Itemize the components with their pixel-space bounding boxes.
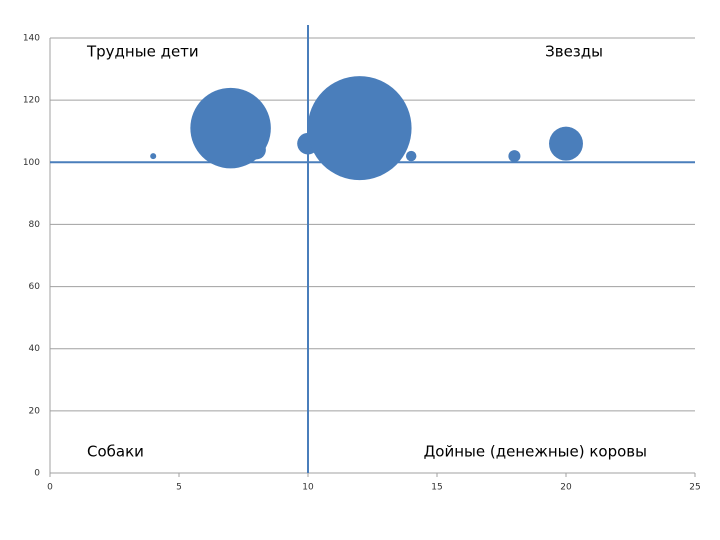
y-tick-label: 60 [29, 282, 41, 292]
y-tick-label: 0 [34, 469, 40, 479]
quadrant-label: Собаки [87, 443, 144, 461]
x-tick-label: 20 [560, 483, 572, 493]
quadrant-label: Трудные дети [86, 43, 199, 61]
y-tick-label: 20 [29, 406, 41, 416]
bubble [246, 140, 266, 160]
bubble [150, 153, 157, 160]
bubble [549, 126, 583, 161]
y-tick-label: 120 [23, 96, 40, 106]
bubble [307, 76, 412, 181]
y-tick-label: 140 [23, 34, 40, 44]
y-tick-label: 80 [29, 220, 41, 230]
quadrant-label: Дойные (денежные) коровы [424, 443, 647, 461]
bubble [406, 150, 417, 162]
x-tick-label: 0 [47, 483, 53, 493]
x-tick-label: 5 [176, 483, 182, 493]
x-tick-label: 10 [302, 483, 314, 493]
x-tick-label: 15 [431, 483, 442, 493]
quadrant-label: Звезды [545, 43, 603, 61]
x-tick-label: 25 [689, 483, 700, 493]
y-tick-label: 40 [29, 344, 41, 354]
bubble [508, 150, 521, 163]
y-tick-label: 100 [23, 158, 40, 168]
